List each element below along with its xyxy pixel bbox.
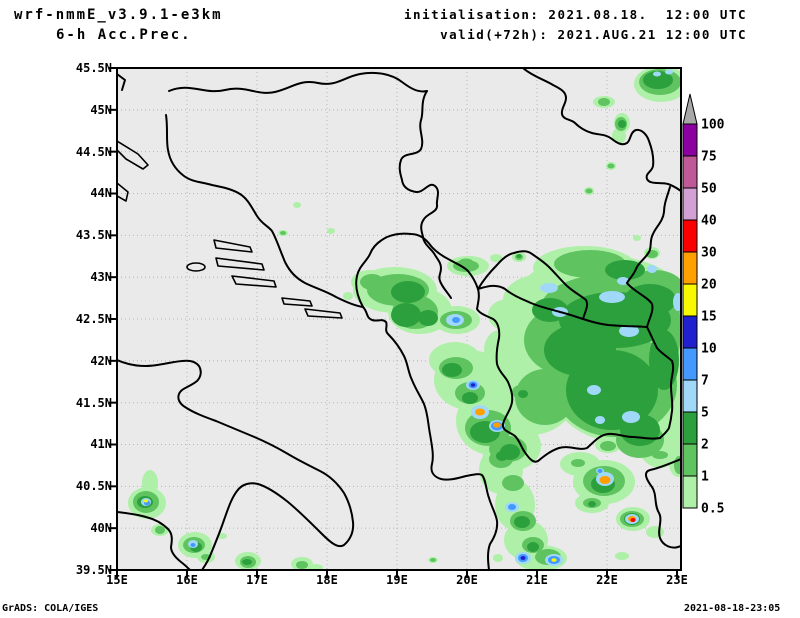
- border-greece-north: [523, 432, 661, 463]
- precip-layer: [128, 68, 681, 570]
- x-axis-label: 23E: [666, 573, 688, 587]
- x-axis-label: 15E: [106, 573, 128, 587]
- colorbar-segment: [682, 283, 698, 317]
- coastline-border-layer: [117, 68, 681, 570]
- coast-greece-east: [644, 458, 681, 549]
- x-axis-label: 16E: [176, 573, 198, 587]
- y-axis-label: 44.5N: [75, 144, 112, 159]
- y-axis-label: 45.5N: [75, 61, 112, 75]
- valid-time-label: valid(+72h): 2021.AUG.21 12:00 UTC: [440, 27, 747, 42]
- x-axis-label: 20E: [456, 573, 478, 587]
- colorbar-label: 50: [701, 182, 717, 197]
- coast-montenegro-albania-greece: [362, 306, 499, 570]
- axis-ticks: [109, 67, 678, 578]
- islands: [117, 140, 343, 319]
- precip-15-20: [144, 499, 557, 562]
- y-axis-label: 45N: [90, 102, 112, 117]
- colorbar-segment: [682, 411, 698, 445]
- colorbar-label: 0.5: [701, 502, 724, 517]
- y-axis-label: 42N: [90, 353, 112, 368]
- x-axis-label: 21E: [526, 573, 548, 587]
- colorbar-label: 1: [701, 470, 709, 485]
- x-axis-label: 18E: [316, 573, 338, 587]
- x-axis-label: 19E: [386, 573, 408, 587]
- colorbar: 0.5 1 2 5 7 10 15 20 30 40 50 75 100: [682, 93, 725, 517]
- colorbar-label: 15: [701, 310, 717, 325]
- colorbar-label: 2: [701, 438, 709, 453]
- precip-10-15: [470, 383, 526, 560]
- colorbar-segment: [682, 155, 698, 189]
- colorbar-segment: [682, 219, 698, 253]
- colorbar-label: 75: [701, 150, 717, 165]
- y-axis-label: 39.5N: [75, 562, 112, 577]
- colorbar-segment: [682, 251, 698, 285]
- y-axis-label: 40N: [90, 521, 112, 536]
- border-montenegro: [355, 232, 501, 339]
- precip-20-30: [475, 408, 636, 522]
- border-danube: [522, 68, 681, 192]
- init-time-label: initialisation: 2021.08.18. 12:00 UTC: [404, 7, 747, 22]
- border-sava: [168, 71, 428, 94]
- border-serbia-bulgaria: [626, 186, 671, 328]
- colorbar-segment: [682, 315, 698, 349]
- y-axis-label: 41.5N: [75, 395, 112, 410]
- colorbar-segment: [682, 475, 698, 509]
- field-title: 6-h Acc.Prec.: [56, 27, 192, 43]
- coast-dalmatia: [165, 114, 364, 308]
- colorbar-label: 40: [701, 214, 717, 229]
- border-top-left: [117, 73, 126, 91]
- precip-30-40: [630, 518, 636, 522]
- y-axis-label: 44N: [90, 186, 112, 201]
- x-axis-label: 17E: [246, 573, 268, 587]
- colorbar-label: 20: [701, 278, 717, 293]
- colorbar-label: 7: [701, 374, 709, 389]
- colorbar-segment: [682, 443, 698, 477]
- border-bulgaria-macedonia: [646, 326, 675, 439]
- border-serbia-macedonia: [582, 318, 648, 328]
- border-drina: [398, 90, 452, 299]
- plot-timestamp: 2021-08-18-23:05: [684, 603, 781, 614]
- colorbar-label: 10: [701, 342, 717, 357]
- colorbar-segment: [682, 379, 698, 413]
- colorbar-overflow-triangle: [682, 93, 698, 125]
- coast-italy-adriatic: [117, 359, 355, 570]
- grads-credit: GrADS: COLA/IGES: [2, 603, 99, 614]
- y-axis-label: 42.5N: [75, 311, 112, 326]
- y-axis-label: 40.5N: [75, 479, 112, 494]
- coast-italy-tyrrhenian: [117, 511, 191, 570]
- colorbar-label: 5: [701, 406, 709, 421]
- y-axis-label: 43N: [90, 270, 112, 285]
- colorbar-label: 30: [701, 246, 717, 261]
- y-axis-label: 41N: [90, 437, 112, 452]
- model-title: wrf-nmmE_v3.9.1-e3km: [14, 7, 223, 23]
- border-albania-macedonia: [495, 337, 525, 452]
- colorbar-segment: [682, 347, 698, 381]
- x-axis-label: 22E: [596, 573, 618, 587]
- y-axis-label: 43.5N: [75, 228, 112, 243]
- colorbar-segment: [682, 187, 698, 221]
- border-kosovo: [477, 250, 589, 320]
- colorbar-segment: [682, 123, 698, 157]
- colorbar-label: 100: [701, 118, 725, 133]
